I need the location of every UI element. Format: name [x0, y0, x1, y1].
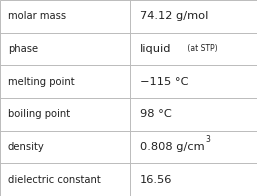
Text: 16.56: 16.56	[140, 175, 172, 185]
Text: (at STP): (at STP)	[185, 44, 218, 54]
Text: melting point: melting point	[8, 77, 74, 87]
Text: molar mass: molar mass	[8, 11, 66, 21]
Text: 0.808 g/cm: 0.808 g/cm	[140, 142, 205, 152]
Text: 3: 3	[206, 135, 210, 144]
Text: phase: phase	[8, 44, 38, 54]
Text: −115 °C: −115 °C	[140, 77, 189, 87]
Text: dielectric constant: dielectric constant	[8, 175, 100, 185]
Text: density: density	[8, 142, 44, 152]
Text: 98 °C: 98 °C	[140, 109, 172, 119]
Text: boiling point: boiling point	[8, 109, 70, 119]
Text: 74.12 g/mol: 74.12 g/mol	[140, 11, 208, 21]
Text: liquid: liquid	[140, 44, 172, 54]
